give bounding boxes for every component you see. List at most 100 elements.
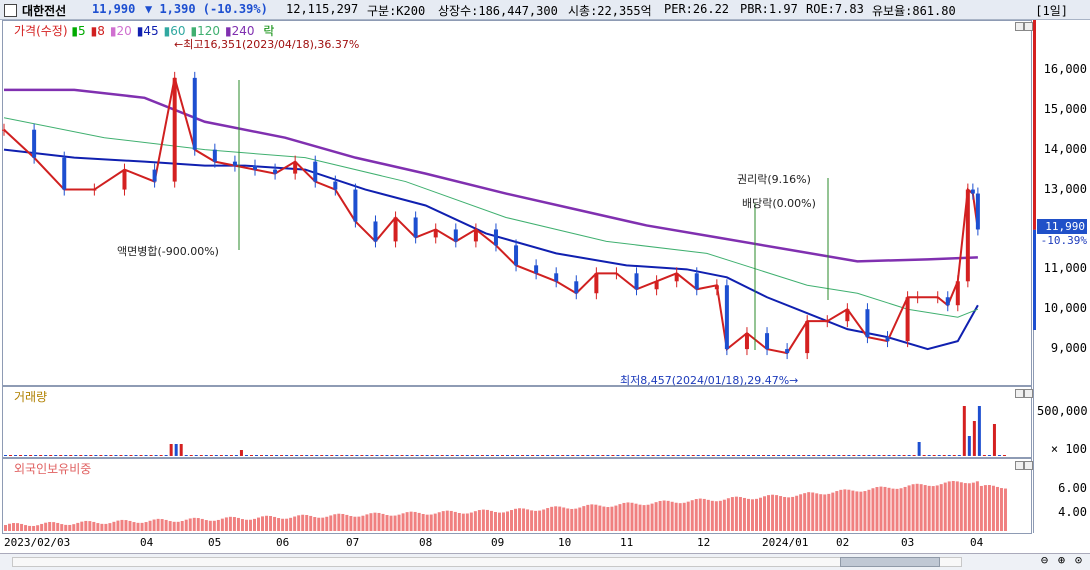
candle — [493, 229, 498, 246]
volume-bar — [606, 455, 610, 456]
x-tick-label: 2024/01 — [762, 536, 809, 549]
volume-bar — [475, 455, 479, 456]
volume-bar — [917, 442, 921, 456]
volume-bar — [857, 455, 861, 456]
volume-bar — [310, 455, 314, 456]
ma-legend-120: ▮120 — [190, 24, 220, 38]
volume-bar — [847, 455, 851, 456]
volume-bar — [912, 455, 916, 456]
foreign-bar — [771, 494, 775, 531]
foreign-bar — [554, 506, 558, 531]
foreign-bar — [329, 515, 333, 531]
zoom-out-icon[interactable]: ⊖ — [1040, 553, 1049, 567]
volume-bar — [807, 455, 811, 456]
candle — [694, 273, 699, 290]
candle — [970, 189, 975, 194]
foreign-bar — [622, 502, 626, 531]
volume-bar — [460, 455, 464, 456]
candle — [413, 217, 418, 238]
volume-bar — [275, 455, 279, 456]
foreign-bar — [598, 505, 602, 531]
volume-bar — [526, 455, 530, 456]
annotation-rights: 권리락(9.16%) — [737, 173, 811, 186]
volume-bar — [751, 455, 755, 456]
menu-checkbox[interactable] — [4, 4, 17, 17]
volume-bar — [39, 455, 43, 456]
volume-bar — [872, 455, 876, 456]
candle — [273, 169, 278, 174]
foreign-bar — [839, 489, 843, 531]
volume-pane — [2, 386, 1032, 458]
foreign-bar — [754, 498, 758, 531]
candle — [714, 285, 719, 290]
foreign-max-button[interactable] — [1015, 461, 1024, 470]
foreign-bar — [425, 514, 429, 531]
zoom-in-icon[interactable]: ⊕ — [1057, 553, 1066, 567]
zoom-reset-icon[interactable]: ⊙ — [1074, 553, 1083, 567]
volume-bar — [581, 455, 585, 456]
foreign-close-button[interactable] — [1024, 461, 1033, 470]
foreign-bar — [662, 500, 666, 531]
foreign-bar — [714, 501, 718, 531]
foreign-bar — [281, 518, 285, 531]
foreign-bar — [8, 523, 12, 531]
volume-bar — [214, 455, 218, 456]
foreign-bar — [20, 523, 24, 531]
foreign-bar — [891, 488, 895, 531]
foreign-bar — [750, 499, 754, 531]
volume-bar — [104, 455, 108, 456]
volume-bar — [812, 455, 816, 456]
period-selector[interactable]: [1일] — [1035, 4, 1068, 18]
volume-bar — [521, 455, 525, 456]
volume-bar — [907, 455, 911, 456]
volume-bar — [209, 455, 213, 456]
volume-bar — [24, 455, 28, 456]
volume-bar — [49, 455, 53, 456]
foreign-bar — [140, 522, 144, 531]
volume-close-button[interactable] — [1024, 389, 1033, 398]
scroll-thumb[interactable] — [840, 557, 940, 567]
volume-bar — [656, 455, 660, 456]
foreign-bar — [915, 483, 919, 531]
volume-bar — [420, 455, 424, 456]
foreign-bar — [999, 488, 1003, 531]
volume-bar — [741, 455, 745, 456]
foreign-bar — [542, 509, 546, 531]
pane-close-button[interactable] — [1024, 22, 1033, 31]
volume-bar — [189, 455, 193, 456]
volume-bar — [777, 455, 781, 456]
foreign-bar — [317, 517, 321, 531]
foreign-bar — [277, 518, 281, 531]
foreign-bar — [783, 496, 787, 531]
foreign-bar — [369, 513, 373, 531]
foreign-bar — [899, 488, 903, 531]
volume-bar — [179, 444, 183, 456]
ma-240-line — [4, 88, 978, 263]
foreign-bar — [971, 482, 975, 531]
foreign-bar — [642, 505, 646, 531]
volume-bar — [711, 455, 715, 456]
volume-max-button[interactable] — [1015, 389, 1024, 398]
volume-bar — [541, 455, 545, 456]
scroll-track[interactable] — [12, 557, 962, 567]
volume-bar — [54, 455, 58, 456]
foreign-bar — [951, 480, 955, 531]
foreign-bar — [590, 504, 594, 531]
foreign-bar — [562, 507, 566, 531]
foreign-bar — [851, 490, 855, 531]
volume-bar — [636, 455, 640, 456]
chart-scrollbar[interactable] — [0, 553, 1090, 570]
roe-value: ROE:7.83 — [806, 2, 864, 16]
foreign-bar — [759, 497, 763, 531]
foreign-bar — [16, 523, 20, 531]
foreign-bar — [228, 516, 232, 531]
candle — [232, 161, 237, 166]
reserve-ratio: 유보율:861.80 — [872, 4, 956, 18]
pane-max-button[interactable] — [1015, 22, 1024, 31]
volume-bar — [265, 455, 269, 456]
foreign-bar — [526, 509, 530, 531]
stock-price: 11,990 — [92, 2, 136, 16]
foreign-bar — [574, 508, 578, 531]
foreign-bar — [204, 520, 208, 531]
foreign-bar — [947, 481, 951, 531]
